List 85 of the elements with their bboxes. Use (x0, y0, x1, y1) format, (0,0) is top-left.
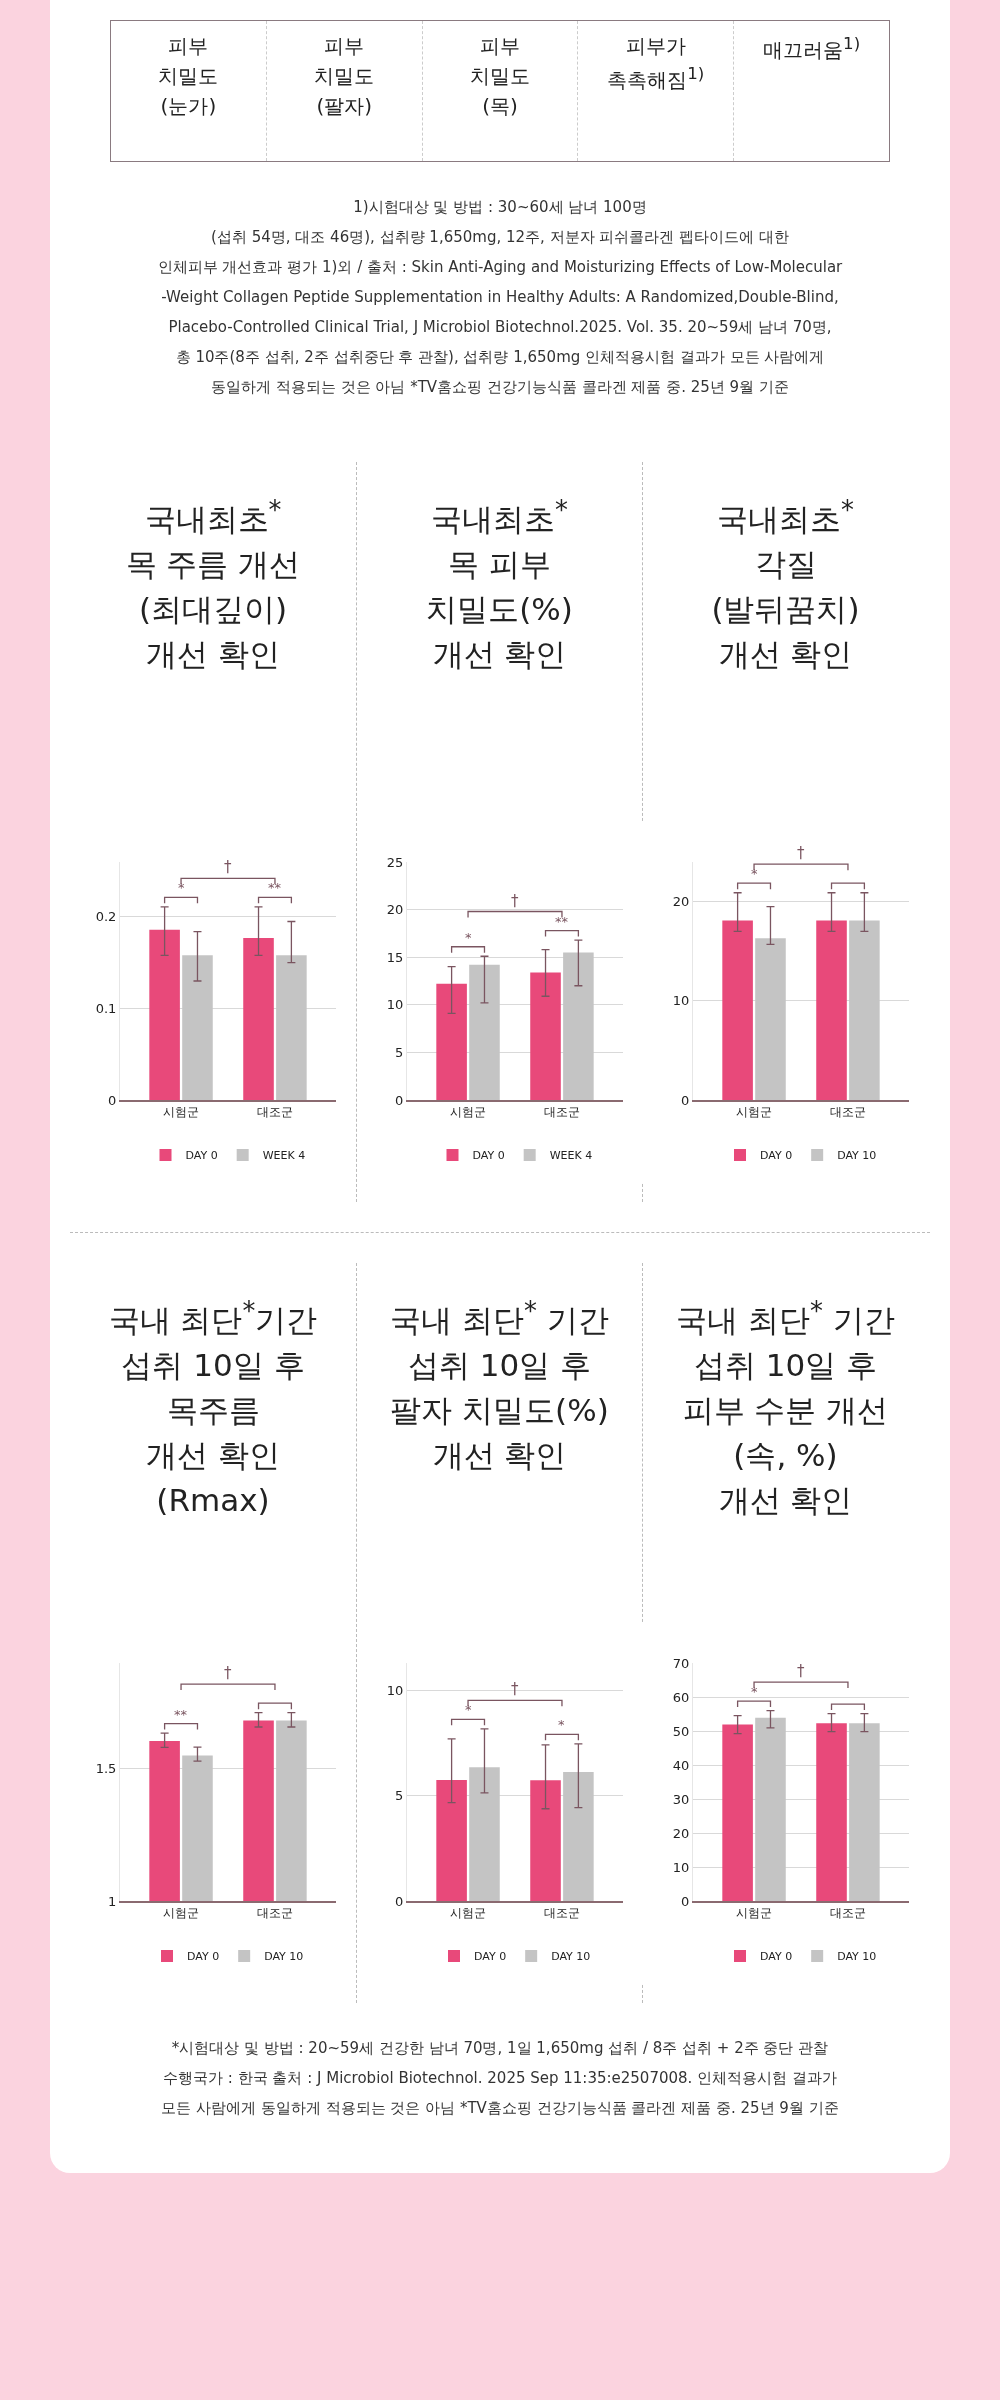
x-tick-label: 대조군 (543, 1105, 580, 1120)
annotation: * (465, 930, 472, 945)
annotation: * (751, 866, 758, 881)
annotation: † (511, 1680, 519, 1698)
legend-label: DAY 10 (837, 1149, 877, 1163)
y-tick-label: 10 (672, 1859, 690, 1875)
bar (436, 1779, 467, 1901)
y-tick-label: 20 (672, 1825, 690, 1841)
y-tick-label: 10 (672, 993, 690, 1009)
y-tick-label: 50 (672, 1723, 690, 1739)
y-tick-label: 20 (672, 894, 690, 910)
bar (436, 983, 467, 1100)
legend-label: DAY 0 (474, 1950, 507, 1964)
bar (530, 972, 561, 1100)
text: 1)시험대상 및 방법 : 30~60세 남녀 100명 (섭취 54명, 대조 46명), 섭취량 1,650mg, 12주, 저분자 피쉬콜라겐 펩타이드에 대한 인체피부 개선효과 평가 1)외 / 출처 : Skin Anti-Aging and Moisturizing Effects of Low-Molecular -Weight Collagen Peptide Supplementation in Healthy Adults: A Randomized,Double-Blind, Placebo-Controlled Clinical Trial, J Microbiol Biotechnol.2025. Vol. 35. 20~59세 남녀 70명, 총 10주(8주 섭취, 2주 섭취중단 후 관찰), 섭취량 1,650mg 인체적용시험 결과가 모든 사람에게 동일하게 적용되는 것은 아님 *TV홈쇼핑 건강기능식품 콜라겐 제품 중. 25년 9월 기준 (156, 197, 844, 398)
y-tick-label: 70 (672, 1655, 690, 1671)
legend-label: DAY 0 (472, 1149, 505, 1163)
y-tick-label: 40 (672, 1757, 690, 1773)
x-tick-label: 대조군 (256, 1105, 293, 1120)
y-tick-label: 5 (395, 1044, 404, 1060)
annotation: * (558, 1717, 565, 1732)
y-tick-label: 20 (386, 902, 404, 918)
x-tick-label: 대조군 (829, 1105, 866, 1120)
x-tick-label: 대조군 (543, 1906, 580, 1921)
annotation: ** (555, 914, 569, 929)
annotation: † (224, 858, 232, 876)
annotation: † (797, 844, 805, 862)
y-tick-label: 0 (681, 1893, 690, 1909)
legend-label: WEEK 4 (549, 1149, 593, 1163)
legend-label: WEEK 4 (262, 1149, 306, 1163)
chart-title: 국내최초$^{*}$ 목 피부 치밀도(%) 개선 확인 (425, 494, 574, 675)
category-label: 피부 치밀도 (목) (421, 21, 578, 161)
annotation: ** (268, 880, 282, 895)
category-label: 매끄러움$^{1)}$ (733, 21, 889, 161)
legend-label: DAY 0 (760, 1149, 793, 1163)
bar (563, 1771, 594, 1901)
y-tick-label: 0 (681, 1092, 690, 1108)
category-label: 피부 치밀도 (팔자) (265, 21, 422, 161)
x-tick-label: 대조군 (256, 1906, 293, 1921)
annotation: † (797, 1662, 805, 1680)
x-tick-label: 시험군 (736, 1105, 773, 1120)
x-tick-label: 시험군 (450, 1906, 487, 1921)
bar (469, 1767, 500, 1901)
text: *시험대상 및 방법 : 20~59세 건강한 남녀 70명, 1일 1,650mg 섭취 / 8주 섭취 + 2주 중단 관찰 수행국가 : 한국 출처 : J Microbiol Biotechnol. 2025 Sep 11:35:e2507008. 인체적용시험 결과가 모든 사람에게 동일하게 적용되는 것은 아님 *TV홈쇼핑 건강기능식품 콜라겐 제품 중. 25년 9월 기준 (160, 2038, 840, 2119)
annotation: * (751, 1684, 758, 1699)
y-tick-label: 0 (395, 1092, 404, 1108)
legend-label: DAY 0 (185, 1149, 218, 1163)
y-tick-label: 0 (395, 1893, 404, 1909)
annotation: † (224, 1664, 232, 1682)
y-tick-label: 0.1 (95, 1001, 117, 1017)
category-label: 피부 치밀도 (눈가) (157, 33, 220, 120)
bar (563, 952, 594, 1100)
annotation: ** (174, 1707, 188, 1722)
y-tick-label: 10 (386, 1682, 404, 1698)
legend-label: DAY 0 (760, 1950, 793, 1964)
chart-title: 국내최초$^{*}$ 목 주름 개선 (최대깊이) 개선 확인 (124, 494, 302, 675)
category-label: 피부가 촉촉해짐$^{1)}$ (577, 21, 734, 161)
annotation: * (465, 1702, 472, 1717)
y-tick-label: 15 (386, 949, 404, 965)
bar (469, 964, 500, 1100)
y-tick-label: 60 (672, 1689, 690, 1705)
x-tick-label: 시험군 (450, 1105, 487, 1120)
x-tick-label: 시험군 (736, 1906, 773, 1921)
x-tick-label: 시험군 (163, 1105, 200, 1120)
legend-label: DAY 10 (837, 1950, 877, 1964)
x-tick-label: 시험군 (163, 1906, 200, 1921)
y-tick-label: 10 (386, 997, 404, 1013)
y-tick-label: 1 (108, 1893, 117, 1909)
chart-title: 국내 최단$^{*}$ 기간 섭취 10일 후 팔자 치밀도(%) 개선 확인 (389, 1295, 610, 1476)
x-tick-label: 대조군 (829, 1906, 866, 1921)
y-tick-label: 5 (395, 1788, 404, 1804)
legend-label: DAY 0 (187, 1950, 220, 1964)
annotation: * (178, 880, 185, 895)
chart-title: 국내최초$^{*}$ 각질 (발뒤꿈치) 개선 확인 (711, 495, 860, 673)
bar (530, 1780, 561, 1901)
legend-label: DAY 10 (264, 1950, 304, 1964)
y-tick-label: 1.5 (95, 1761, 117, 1777)
legend-label: DAY 10 (551, 1950, 591, 1964)
chart-title: 국내 최단$^{*}$ 기간 섭취 10일 후 피부 수분 개선 (속, %) 개선 확인 (675, 1295, 896, 1521)
chart-title: 국내 최단$^{*}$기간 섭취 10일 후 목주름 개선 확인 (Rmax) (107, 1295, 319, 1521)
y-tick-label: 0.2 (95, 909, 117, 925)
y-tick-label: 0 (108, 1092, 117, 1108)
y-tick-label: 30 (672, 1791, 690, 1807)
annotation: † (511, 892, 519, 910)
y-tick-label: 25 (386, 854, 404, 870)
